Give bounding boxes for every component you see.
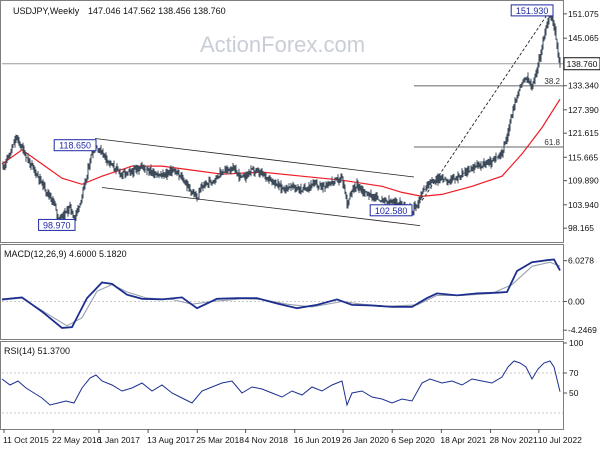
price-annotation-label: 98.970 — [43, 220, 71, 230]
price-tick-label: 115.665 — [568, 152, 598, 162]
current-price-tag: 138.760 — [563, 57, 600, 71]
price-annotation-box — [369, 204, 413, 217]
price-tick-label: 127.390 — [568, 105, 599, 115]
time-tick-label: 22 May 2016 — [52, 435, 101, 445]
price-axis-ticks: 98.165 103.940 109.890 115.665 121.615 127.39… — [563, 9, 599, 233]
price-annotation-box — [53, 139, 97, 152]
price-annotation-box — [38, 218, 76, 231]
rsi-axis-ticks: 100 70 50 — [2, 338, 583, 414]
fib-level-label: 38.2 — [544, 77, 560, 86]
fib-level-label: 61.8 — [544, 138, 560, 147]
time-tick-label: 6 Sep 2020 — [391, 435, 435, 445]
rsi-tick-label: 70 — [569, 368, 579, 378]
price-annotation-label: 118.650 — [59, 141, 91, 151]
moving-average-line — [1, 98, 561, 198]
channel-line — [101, 187, 421, 227]
time-tick-label: 4 Nov 2018 — [245, 435, 289, 445]
price-tick-label: 98.165 — [568, 223, 594, 233]
price-tick-label: 103.940 — [568, 200, 599, 210]
price-annotations: 118.650 98.970 102.580 151.930 138.760 — [38, 4, 600, 231]
chart-symbol: USDJPY,Weekly — [13, 6, 80, 16]
rsi-lines — [1, 360, 561, 407]
time-tick-label: 10 Jul 2022 — [538, 435, 582, 445]
time-tick-label: 11 Oct 2015 — [3, 435, 49, 445]
chart-ohlc: 147.046 147.562 138.456 138.760 — [88, 6, 226, 16]
macd-tick-label: -4.2469 — [568, 325, 597, 335]
macd-lines — [1, 258, 561, 329]
current-price-box — [563, 57, 600, 71]
price-annotation-label: 102.580 — [375, 206, 408, 216]
channel-line — [94, 138, 415, 178]
time-tick-label: 18 Apr 2021 — [440, 435, 486, 445]
price-annotation-box — [510, 4, 554, 17]
trend-line — [421, 5, 554, 201]
rsi-title: RSI(14) 51.3700 — [4, 346, 70, 356]
current-price-label: 138.760 — [567, 59, 598, 69]
rsi-tick-label: 50 — [569, 388, 579, 398]
watermark: ActionForex.com — [200, 32, 365, 57]
price-overlays: 38.2 61.8 — [1, 5, 563, 227]
macd-tick-label: 6.0278 — [568, 256, 594, 266]
price-tick-label: 151.075 — [568, 9, 599, 19]
price-tick-label: 121.615 — [568, 128, 599, 138]
macd-panel: MACD(12,26,9) 4.6000 5.1820 6.0278 0.00 -4… — [0, 244, 597, 340]
rsi-tick-label: 100 — [569, 338, 583, 348]
time-tick-label: 28 Nov 2021 — [490, 435, 538, 445]
rsi-series-line — [1, 360, 561, 407]
macd-series-line — [1, 258, 561, 329]
price-tick-label: 145.065 — [568, 33, 599, 43]
time-tick-label: 16 Jun 2019 — [294, 435, 341, 445]
time-tick-label: 13 Aug 2017 — [147, 435, 195, 445]
price-tick-label: 133.340 — [568, 81, 599, 91]
time-tick-label: 25 Mar 2018 — [196, 435, 244, 445]
time-tick-label: 26 Jan 2020 — [342, 435, 389, 445]
price-tick-label: 109.890 — [568, 176, 599, 186]
macd-axis-ticks: 6.0278 0.00 -4.2469 — [2, 256, 597, 335]
price-annotation-label: 151.930 — [516, 6, 549, 16]
macd-title: MACD(12,26,9) 4.6000 5.1820 — [4, 249, 127, 259]
rsi-panel: RSI(14) 51.3700 100 70 50 — [0, 338, 583, 430]
price-candles — [2, 10, 561, 225]
macd-tick-label: 0.00 — [568, 296, 585, 306]
price-panel: USDJPY,Weekly 147.046 147.562 138.456 13… — [0, 0, 600, 243]
time-tick-label: 1 Jan 2017 — [98, 435, 140, 445]
